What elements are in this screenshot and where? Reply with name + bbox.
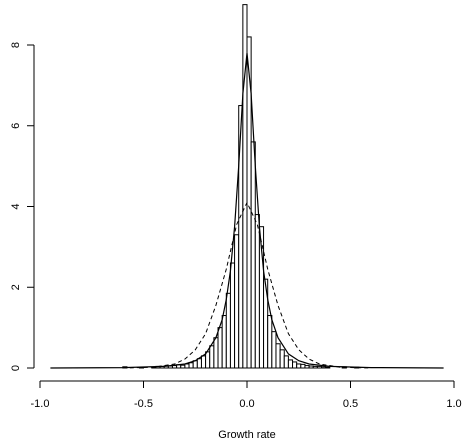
histogram-bar [283,355,289,369]
histogram-bar [192,360,198,369]
histogram-bar [316,365,323,369]
histogram-bar [250,141,256,369]
histogram-bar [196,358,202,369]
histogram-bar [229,262,236,369]
histogram-bar [209,345,215,369]
x-tick-label: -1.0 [31,398,50,410]
x-tick-label: 1.0 [446,398,461,410]
x-axis: -1.0 -0.5 0.0 0.5 1.0 [31,380,462,410]
histogram-bar [292,361,298,369]
x-tick-label: 0.0 [239,398,254,410]
y-tick-label: 8 [10,42,22,48]
solid-density-curve [50,53,444,369]
y-tick-label: 0 [10,365,22,371]
histogram-bar [188,362,194,369]
histogram-bar [296,363,302,369]
histogram-bar [180,364,186,369]
histogram-bar [312,365,318,369]
histogram-bars [122,4,360,369]
histogram-bar [217,327,223,369]
histogram-bar [279,349,285,369]
histogram-bar [213,337,219,369]
histogram-bar [300,363,306,369]
histogram-bar [275,343,281,369]
x-axis-title: Growth rate [218,429,275,441]
histogram-bar [234,234,240,369]
histogram-bar [267,315,273,369]
histogram-bar [304,365,310,369]
histogram-bar [221,315,227,369]
histogram-bar [325,366,331,369]
dashed-density-curve [122,201,372,369]
histogram-bar [200,355,207,369]
y-tick-label: 6 [10,123,22,129]
histogram-bar [184,363,190,369]
x-tick-label: 0.5 [343,398,358,410]
histogram-bar [321,366,327,369]
histogram-bar [225,292,231,369]
histogram-bar [287,359,294,369]
histogram-bar [205,351,211,369]
x-tick-label: -0.5 [134,398,153,410]
histogram-bar [271,331,277,369]
y-tick-label: 2 [10,284,22,290]
y-axis: 0 2 4 6 8 [10,42,35,371]
histogram-bar [308,365,314,369]
density-curves [50,53,444,369]
histogram-bar [254,214,260,369]
y-tick-label: 4 [10,203,22,209]
